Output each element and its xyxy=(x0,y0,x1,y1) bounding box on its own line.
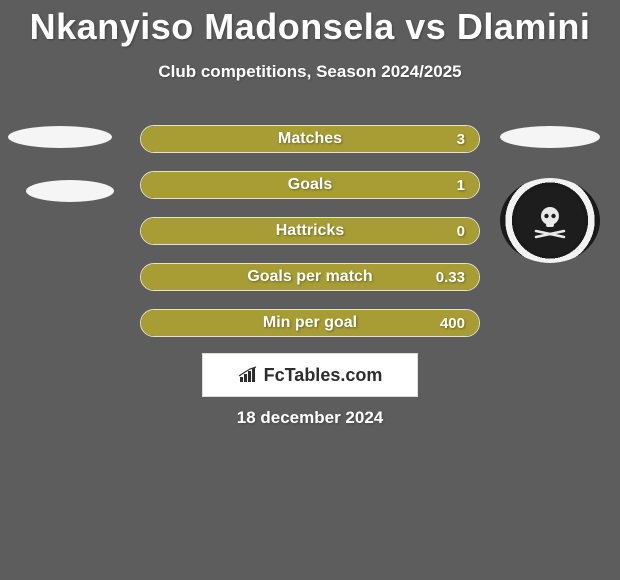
stats-container: Matches 3 Goals 1 Hattricks 0 Goals per … xyxy=(140,125,480,355)
stat-label: Min per goal xyxy=(263,314,357,332)
stat-label: Goals per match xyxy=(247,268,372,286)
stat-bar-goals: Goals 1 xyxy=(140,171,480,199)
bar-chart-icon xyxy=(238,366,258,384)
stat-bar-min-per-goal: Min per goal 400 xyxy=(140,309,480,337)
stat-bar-matches: Matches 3 xyxy=(140,125,480,153)
page-title: Nkanyiso Madonsela vs Dlamini xyxy=(0,0,620,48)
stat-value-right: 0.33 xyxy=(436,269,465,286)
right-player-placeholder xyxy=(500,126,600,148)
right-club-badge xyxy=(500,178,600,263)
season-subtitle: Club competitions, Season 2024/2025 xyxy=(0,62,620,82)
stat-value-right: 1 xyxy=(457,177,465,194)
stat-label: Goals xyxy=(288,176,332,194)
stat-value-right: 400 xyxy=(440,315,465,332)
stat-label: Hattricks xyxy=(276,222,344,240)
skull-crossbones-icon xyxy=(515,186,585,256)
stat-bar-goals-per-match: Goals per match 0.33 xyxy=(140,263,480,291)
left-player-placeholder-2 xyxy=(26,180,114,202)
stat-value-right: 3 xyxy=(457,131,465,148)
date-text: 18 december 2024 xyxy=(0,408,620,428)
stat-label: Matches xyxy=(278,130,342,148)
left-player-placeholder-1 xyxy=(8,126,112,148)
brand-text: FcTables.com xyxy=(264,365,383,386)
stat-bar-hattricks: Hattricks 0 xyxy=(140,217,480,245)
stat-value-right: 0 xyxy=(457,223,465,240)
fctables-link[interactable]: FcTables.com xyxy=(202,353,418,397)
